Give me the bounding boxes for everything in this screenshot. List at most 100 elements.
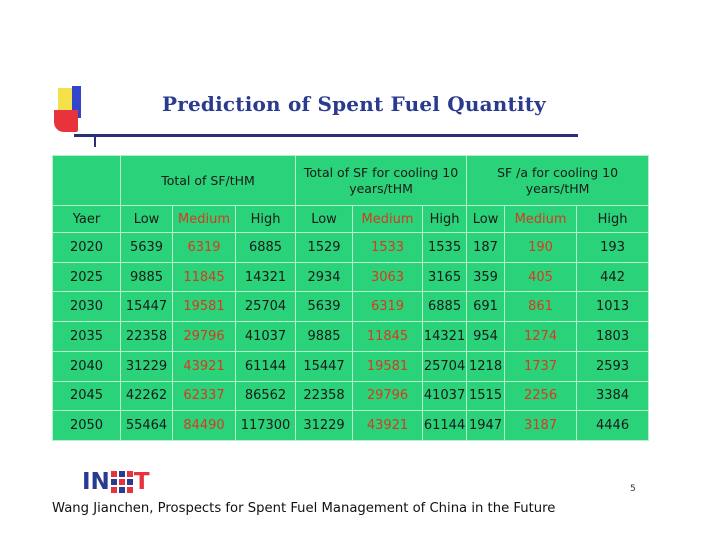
column-header-medium: Medium [504, 205, 578, 233]
value-cell: 3384 [576, 380, 650, 412]
column-header-medium: Medium [352, 205, 424, 233]
value-cell: 43921 [172, 350, 236, 382]
value-cell: 5639 [120, 232, 173, 263]
value-cell: 29796 [172, 321, 236, 352]
table-row: 2035 22358 29796 41037 9885 11845 14321 954 1274… [52, 321, 650, 352]
table-row: 2045 42262 62337 86562 22358 29796 41037 1515 22… [52, 380, 650, 412]
value-cell: 19581 [172, 291, 236, 323]
footer-citation: Wang Jianchen, Prospects for Spent Fuel … [52, 501, 556, 516]
value-cell: 2934 [295, 261, 354, 293]
value-cell: 43921 [352, 410, 424, 441]
title-underline [74, 134, 578, 137]
group-header-cooling-total: Total of SF for cooling 10 years/tHM [295, 155, 468, 206]
value-cell: 193 [576, 232, 650, 263]
title-underline-tick [94, 137, 96, 147]
value-cell: 187 [466, 232, 506, 263]
value-cell: 9885 [295, 321, 354, 352]
table-row: 2030 15447 19581 25704 5639 6319 6885 691 861 101… [52, 291, 650, 323]
value-cell: 31229 [295, 410, 354, 441]
table-row: 2050 55464 84490 117300 31229 43921 61144 1947 3… [52, 410, 650, 441]
group-header-total: Total of SF/tHM [119, 155, 297, 206]
value-cell: 1803 [576, 321, 650, 352]
value-cell: 9885 [120, 261, 173, 293]
value-cell: 3187 [504, 410, 578, 441]
group-header-empty [52, 155, 121, 206]
year-cell: 2035 [52, 321, 121, 352]
column-header-row: Yaer Low Medium High Low Medium High Low… [52, 205, 650, 233]
logo-text-left: IN [82, 469, 110, 495]
value-cell: 11845 [352, 321, 424, 352]
value-cell: 5639 [295, 291, 354, 323]
logo-dot-grid-icon [110, 471, 133, 493]
value-cell: 25704 [234, 291, 297, 323]
value-cell: 1533 [352, 232, 424, 263]
value-cell: 442 [576, 261, 650, 293]
year-cell: 2020 [52, 232, 121, 263]
value-cell: 15447 [295, 350, 354, 382]
logo-text-right: T [133, 469, 150, 495]
value-cell: 22358 [120, 321, 173, 352]
value-cell: 14321 [234, 261, 297, 293]
value-cell: 190 [504, 232, 578, 263]
year-cell: 2040 [52, 350, 121, 382]
decorative-blue-bar [72, 86, 81, 118]
value-cell: 117300 [234, 410, 297, 441]
slide-title: Prediction of Spent Fuel Quantity [162, 92, 546, 116]
table-row: 2040 31229 43921 61144 15447 19581 25704 1218 17… [52, 350, 650, 382]
value-cell: 1515 [466, 380, 506, 412]
column-header-medium: Medium [172, 205, 236, 233]
value-cell: 61144 [234, 350, 297, 382]
value-cell: 1947 [466, 410, 506, 441]
value-cell: 3063 [352, 261, 424, 293]
column-header-high: High [576, 205, 650, 233]
value-cell: 1529 [295, 232, 354, 263]
column-header-year: Yaer [52, 205, 121, 233]
value-cell: 1535 [422, 232, 468, 263]
group-header-cooling-annual: SF /a for cooling 10 years/tHM [466, 155, 650, 206]
value-cell: 11845 [172, 261, 236, 293]
value-cell: 62337 [172, 380, 236, 412]
value-cell: 31229 [120, 350, 173, 382]
column-header-low: Low [466, 205, 506, 233]
value-cell: 55464 [120, 410, 173, 441]
value-cell: 41037 [234, 321, 297, 352]
value-cell: 84490 [172, 410, 236, 441]
value-cell: 1274 [504, 321, 578, 352]
value-cell: 6885 [422, 291, 468, 323]
value-cell: 3165 [422, 261, 468, 293]
value-cell: 22358 [295, 380, 354, 412]
value-cell: 405 [504, 261, 578, 293]
value-cell: 1013 [576, 291, 650, 323]
year-cell: 2045 [52, 380, 121, 412]
value-cell: 954 [466, 321, 506, 352]
value-cell: 14321 [422, 321, 468, 352]
table-row: 2025 9885 11845 14321 2934 3063 3165 359 405 442 [52, 261, 650, 293]
value-cell: 86562 [234, 380, 297, 412]
value-cell: 41037 [422, 380, 468, 412]
value-cell: 359 [466, 261, 506, 293]
value-cell: 25704 [422, 350, 468, 382]
value-cell: 61144 [422, 410, 468, 441]
value-cell: 2593 [576, 350, 650, 382]
value-cell: 2256 [504, 380, 578, 412]
value-cell: 42262 [120, 380, 173, 412]
value-cell: 691 [466, 291, 506, 323]
value-cell: 6885 [234, 232, 297, 263]
table-body: 2020 5639 6319 6885 1529 1533 1535 187 190 193 202… [52, 232, 650, 441]
value-cell: 29796 [352, 380, 424, 412]
value-cell: 19581 [352, 350, 424, 382]
table-row: 2020 5639 6319 6885 1529 1533 1535 187 190 193 [52, 232, 650, 263]
year-cell: 2050 [52, 410, 121, 441]
value-cell: 15447 [120, 291, 173, 323]
group-header-row: Total of SF/tHM Total of SF for cooling … [52, 155, 650, 206]
year-cell: 2025 [52, 261, 121, 293]
decorative-yellow-block [58, 88, 72, 112]
column-header-low: Low [295, 205, 354, 233]
value-cell: 1737 [504, 350, 578, 382]
column-header-high: High [422, 205, 468, 233]
value-cell: 6319 [352, 291, 424, 323]
value-cell: 6319 [172, 232, 236, 263]
column-header-high: High [234, 205, 297, 233]
column-header-low: Low [120, 205, 173, 233]
value-cell: 861 [504, 291, 578, 323]
